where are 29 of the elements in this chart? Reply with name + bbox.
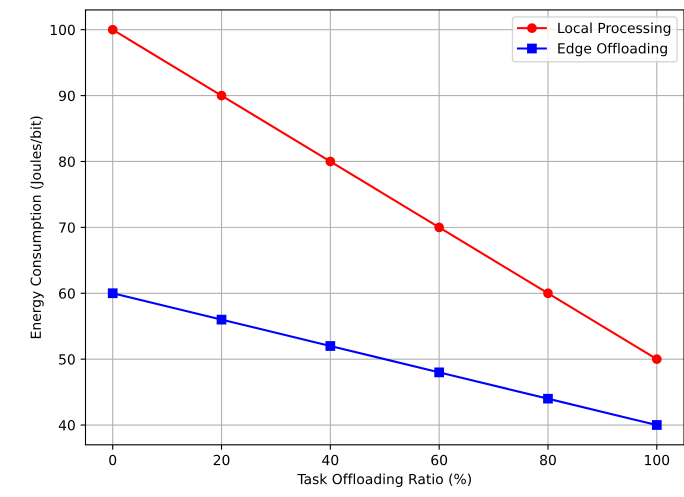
x-tick-label: 40 bbox=[322, 454, 338, 466]
y-tick-label: 60 bbox=[59, 288, 75, 299]
point bbox=[325, 341, 336, 351]
point bbox=[108, 288, 118, 298]
x-tick-label: 80 bbox=[540, 454, 556, 466]
legend-label: Edge Offloading bbox=[558, 42, 667, 56]
y-tick-label: 90 bbox=[58, 90, 75, 102]
point bbox=[216, 314, 226, 324]
y-axis-title: Energy Consumption (Joules/bit) bbox=[30, 116, 44, 338]
y-tick-label: 40 bbox=[58, 420, 75, 431]
x-tick-label: 20 bbox=[214, 454, 230, 466]
point bbox=[434, 222, 444, 232]
point bbox=[434, 367, 444, 378]
y-tick-label: 50 bbox=[59, 354, 75, 365]
x-tick-label: 0 bbox=[109, 454, 116, 466]
point bbox=[543, 394, 553, 404]
x-tick-label: 60 bbox=[431, 454, 448, 466]
y-tick-label: 80 bbox=[59, 156, 75, 167]
point bbox=[216, 90, 226, 100]
y-tick-label: 100 bbox=[50, 24, 75, 36]
point bbox=[543, 288, 553, 298]
x-axis-title: Task Offloading Ratio (%) bbox=[297, 474, 471, 487]
y-tick-label: 70 bbox=[59, 222, 75, 233]
point bbox=[652, 354, 662, 364]
x-tick-label: 100 bbox=[645, 454, 670, 466]
legend-label: Local Processing bbox=[558, 22, 670, 36]
point bbox=[652, 420, 662, 430]
point bbox=[108, 24, 118, 35]
point bbox=[325, 156, 336, 166]
